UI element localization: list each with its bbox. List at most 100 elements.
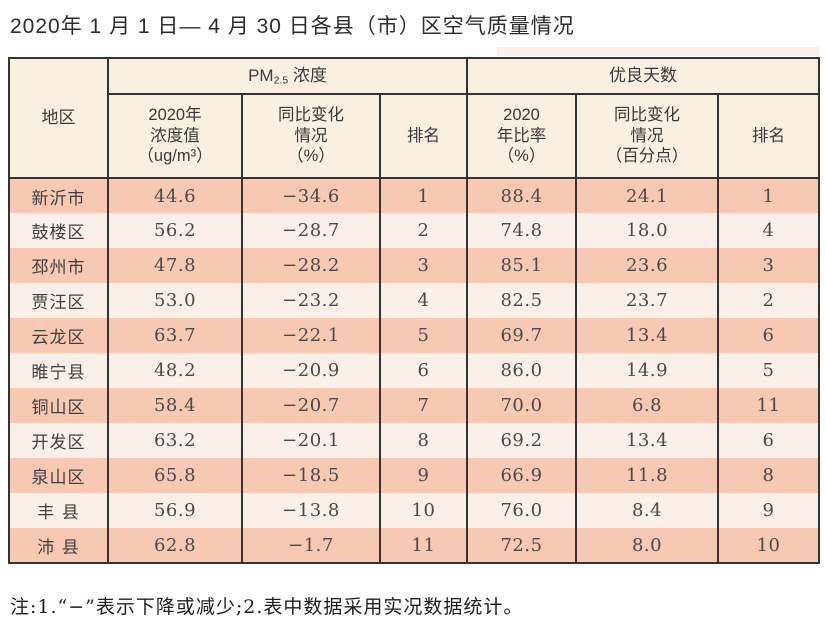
good-rate-cell: 66.9 <box>466 458 578 493</box>
good-rank-cell: 1 <box>717 178 821 213</box>
region-cell: 新沂市 <box>8 178 109 213</box>
good-rate-cell: 72.5 <box>466 528 578 563</box>
header-sub-row: 2020年 浓度值 （ug/m³） 同比变化 情况 （%） 排名 2020 年比… <box>9 93 821 179</box>
region-cell: 铜山区 <box>8 388 109 423</box>
pm-rank-cell: 7 <box>378 388 469 423</box>
table-row: 泉山区 65.8 −18.5 9 66.9 11.8 8 <box>8 458 821 493</box>
good-rate-cell: 76.0 <box>466 493 578 528</box>
pm-change-cell: −23.2 <box>241 283 381 318</box>
good-change-cell: 23.6 <box>575 248 720 283</box>
table-row: 沛 县 62.8 −1.7 11 72.5 8.0 10 <box>8 528 821 563</box>
good-rank-cell: 3 <box>717 248 821 283</box>
pm-change-cell: −18.5 <box>241 458 381 493</box>
good-change-cell: 11.8 <box>575 458 720 493</box>
pm-change-cell: −20.9 <box>241 353 381 388</box>
good-rank-cell: 2 <box>717 283 821 318</box>
region-cell: 睢宁县 <box>8 353 109 388</box>
pm-change-cell: −20.7 <box>241 388 381 423</box>
good-change-cell: 24.1 <box>575 178 720 213</box>
pm-change-cell: −28.7 <box>241 213 381 248</box>
good-change-cell: 8.0 <box>575 528 720 563</box>
decorative-highlight <box>497 47 819 56</box>
table-row: 邳州市 47.8 −28.2 3 85.1 23.6 3 <box>8 248 821 283</box>
good-change-cell: 8.4 <box>575 493 720 528</box>
good-change-cell: 14.9 <box>575 353 720 388</box>
good-rank-cell: 9 <box>717 493 821 528</box>
pm-value-cell: 47.8 <box>107 248 243 283</box>
good-change-cell: 13.4 <box>575 318 720 353</box>
region-cell: 开发区 <box>8 423 109 458</box>
good-change-cell: 6.8 <box>575 388 720 423</box>
pm-rank-cell: 2 <box>378 213 469 248</box>
region-cell: 云龙区 <box>8 318 109 353</box>
good-rank-cell: 10 <box>717 528 821 563</box>
region-header: 地区 <box>8 57 109 179</box>
pm-change-cell: −20.1 <box>241 423 381 458</box>
good-change-cell: 18.0 <box>575 213 720 248</box>
table-row: 铜山区 58.4 −20.7 7 70.0 6.8 11 <box>8 388 821 423</box>
good-rank-cell: 5 <box>717 353 821 388</box>
air-quality-table: 地区 PM2.5 浓度 优良天数 2020年 浓度值 （ug/m³） 同比变化 … <box>8 57 821 564</box>
table-row: 开发区 63.2 −20.1 8 69.2 13.4 6 <box>8 423 821 458</box>
footnote: 注:1.“−”表示下降或减少;2.表中数据采用实况数据统计。 <box>10 596 524 618</box>
pm-rank-header: 排名 <box>378 93 469 179</box>
pm-value-cell: 53.0 <box>107 283 243 318</box>
table-row: 睢宁县 48.2 −20.9 6 86.0 14.9 5 <box>8 353 821 388</box>
header-group-row: 地区 PM2.5 浓度 优良天数 <box>8 57 821 179</box>
pm-value-cell: 63.2 <box>107 423 243 458</box>
pm-rank-cell: 10 <box>378 493 469 528</box>
table-header: 地区 PM2.5 浓度 优良天数 2020年 浓度值 （ug/m³） 同比变化 … <box>8 57 821 179</box>
pm-value-cell: 56.9 <box>107 493 243 528</box>
region-cell: 邳州市 <box>8 248 109 283</box>
good-rate-cell: 85.1 <box>466 248 578 283</box>
region-cell: 鼓楼区 <box>8 213 109 248</box>
pm-value-header: 2020年 浓度值 （ug/m³） <box>107 93 243 179</box>
good-rate-cell: 82.5 <box>466 283 578 318</box>
pm-rank-cell: 8 <box>378 423 469 458</box>
good-rate-cell: 88.4 <box>466 178 578 213</box>
pm-rank-cell: 6 <box>378 353 469 388</box>
pm-change-cell: −22.1 <box>241 318 381 353</box>
pm-change-cell: −34.6 <box>241 178 381 213</box>
pm-rank-cell: 4 <box>378 283 469 318</box>
page-title: 2020年 1 月 1 日— 4 月 30 日各县（市）区空气质量情况 <box>10 15 575 38</box>
good-rate-cell: 69.7 <box>466 318 578 353</box>
pm-change-cell: −1.7 <box>241 528 381 563</box>
good-rate-cell: 70.0 <box>466 388 578 423</box>
pm-value-cell: 56.2 <box>107 213 243 248</box>
region-cell: 丰 县 <box>8 493 109 528</box>
table-row: 新沂市 44.6 −34.6 1 88.4 24.1 1 <box>8 178 821 213</box>
pm-value-cell: 48.2 <box>107 353 243 388</box>
pm25-group-header: PM2.5 浓度 <box>106 57 469 95</box>
good-rank-cell: 6 <box>717 423 821 458</box>
pm25-subscript: 2.5 <box>273 74 289 87</box>
good-days-group-header: 优良天数 <box>466 57 821 95</box>
good-rate-cell: 69.2 <box>466 423 578 458</box>
region-cell: 贾汪区 <box>8 283 109 318</box>
pm-value-cell: 63.7 <box>107 318 243 353</box>
region-cell: 泉山区 <box>8 458 109 493</box>
table-body: 新沂市 44.6 −34.6 1 88.4 24.1 1 鼓楼区 56.2 −2… <box>8 178 821 563</box>
pm-rank-cell: 1 <box>378 178 469 213</box>
good-rate-cell: 74.8 <box>466 213 578 248</box>
pm-rank-cell: 11 <box>378 528 469 563</box>
pm-change-cell: −13.8 <box>241 493 381 528</box>
table-row: 云龙区 63.7 −22.1 5 69.7 13.4 6 <box>8 318 821 353</box>
region-cell: 沛 县 <box>8 528 109 563</box>
good-rate-cell: 86.0 <box>466 353 578 388</box>
pm-rank-cell: 3 <box>378 248 469 283</box>
good-change-cell: 13.4 <box>575 423 720 458</box>
pm-change-cell: −28.2 <box>241 248 381 283</box>
table-row: 鼓楼区 56.2 −28.7 2 74.8 18.0 4 <box>8 213 821 248</box>
table-row: 丰 县 56.9 −13.8 10 76.0 8.4 9 <box>8 493 821 528</box>
pm-value-cell: 44.6 <box>107 178 243 213</box>
good-rank-header: 排名 <box>717 93 821 179</box>
good-change-cell: 23.7 <box>575 283 720 318</box>
good-rate-header: 2020 年比率 （%） <box>466 93 578 179</box>
pm-rank-cell: 9 <box>378 458 469 493</box>
good-rank-cell: 4 <box>717 213 821 248</box>
good-rank-cell: 6 <box>717 318 821 353</box>
pm-value-cell: 62.8 <box>107 528 243 563</box>
pm-value-cell: 58.4 <box>107 388 243 423</box>
good-rank-cell: 8 <box>717 458 821 493</box>
